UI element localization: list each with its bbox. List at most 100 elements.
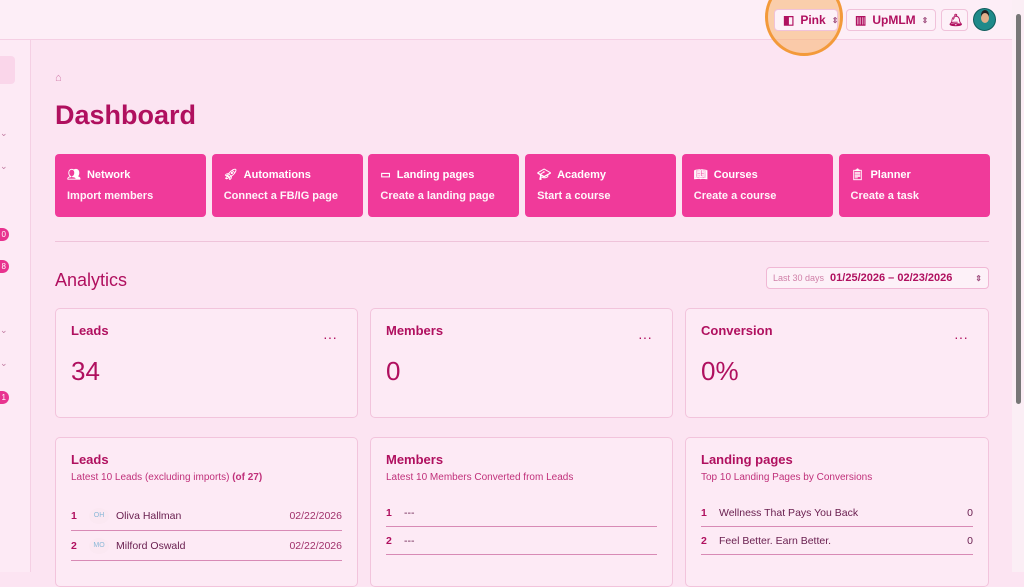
top-bar: [0, 0, 1012, 40]
sidebar-selected-item[interactable]: [0, 56, 15, 84]
conversions: 0: [967, 506, 973, 519]
rocket-icon: 🚀︎: [223, 169, 238, 181]
bell-icon: 🔔︎: [948, 13, 964, 27]
quick-action-title: Planner: [870, 168, 911, 181]
list-item: 2 ---: [386, 527, 657, 555]
monitor-icon: ▭: [380, 169, 391, 181]
chevron-down-icon[interactable]: ⌄: [0, 325, 8, 335]
landing-page-name: Wellness That Pays You Back: [719, 506, 859, 519]
analytics-title: Analytics: [55, 270, 128, 290]
chevron-down-icon[interactable]: ⌄: [0, 128, 8, 138]
quick-action-subtitle: Create a course: [693, 190, 777, 202]
list-item[interactable]: 1 OH Oliva Hallman 02/22/2026: [71, 501, 342, 531]
stat-label: Members: [386, 323, 444, 338]
book-icon: 📖︎: [693, 169, 708, 181]
card-title: Landing pages: [701, 452, 793, 467]
stat-value: 0: [386, 356, 401, 386]
range-label: Last 30 days: [773, 273, 825, 283]
rank: 1: [71, 509, 77, 522]
quick-action-subtitle: Create a landing page: [380, 190, 495, 202]
quick-action-planner[interactable]: 📋︎ Planner Create a task: [838, 154, 990, 217]
more-icon[interactable]: ···: [638, 329, 652, 345]
updown-icon: ⇕: [975, 273, 982, 283]
lead-name: Milford Oswald: [116, 539, 186, 552]
chevron-down-icon[interactable]: ⌄: [0, 161, 8, 171]
scrollbar-thumb[interactable]: [1016, 14, 1021, 404]
stat-card-conversion: Conversion ··· 0%: [685, 308, 989, 418]
rank: 2: [71, 539, 77, 552]
quick-action-subtitle: Connect a FB/IG page: [223, 190, 338, 202]
lead-date: 02/22/2026: [289, 509, 342, 522]
scrollbar[interactable]: [1012, 0, 1024, 572]
quick-action-title: Network: [86, 168, 131, 181]
list-item[interactable]: 2 MO Milford Oswald 02/22/2026: [71, 531, 342, 561]
quick-action-landing-pages[interactable]: ▭ Landing pages Create a landing page: [368, 154, 520, 217]
org-label: UpMLM: [872, 13, 916, 27]
quick-action-title: Academy: [557, 168, 606, 181]
quick-action-automations[interactable]: 🚀︎ Automations Connect a FB/IG page: [211, 154, 363, 217]
updown-icon: ⇕: [831, 15, 839, 25]
building-icon: ▥: [855, 13, 867, 27]
sidebar-badge: 8: [0, 260, 9, 273]
members-list-card: Members Latest 10 Members Converted from…: [370, 437, 673, 587]
quick-action-courses[interactable]: 📖︎ Courses Create a course: [681, 154, 833, 217]
chevron-down-icon[interactable]: ⌄: [0, 358, 8, 368]
theme-label: Pink: [800, 13, 826, 27]
users-icon: 👥︎: [67, 169, 81, 181]
card-title: Members: [386, 452, 444, 467]
quick-action-title: Courses: [713, 168, 758, 181]
sidebar-badge: 1: [0, 391, 9, 404]
conversions: 0: [967, 534, 973, 547]
list-item[interactable]: 1 Wellness That Pays You Back 0: [701, 499, 973, 527]
theme-selector[interactable]: ◧ Pink ⇕: [774, 9, 838, 31]
stat-card-leads: Leads ··· 34: [55, 308, 358, 418]
range-value: 01/25/2026 – 02/23/2026: [830, 272, 953, 284]
quick-action-subtitle: Create a task: [850, 190, 920, 202]
member-name: ---: [404, 534, 415, 547]
quick-action-subtitle: Start a course: [537, 190, 611, 202]
avatar[interactable]: [973, 8, 996, 31]
stat-value: 0%: [701, 356, 739, 386]
landing-page-name: Feel Better. Earn Better.: [719, 534, 832, 547]
divider: [55, 241, 989, 242]
list-item[interactable]: 2 Feel Better. Earn Better. 0: [701, 527, 973, 555]
sidebar-badge: 0: [0, 228, 9, 241]
palette-icon: ◧: [783, 13, 795, 27]
org-selector[interactable]: ▥ UpMLM ⇕: [846, 9, 936, 31]
page-title: Dashboard: [55, 100, 197, 130]
lead-date: 02/22/2026: [289, 539, 342, 552]
quick-action-title: Landing pages: [396, 168, 475, 181]
quick-action-title: Automations: [243, 168, 311, 181]
card-title: Leads: [71, 452, 109, 467]
card-subtitle: Latest 10 Leads (excluding imports) (of …: [71, 472, 342, 483]
card-subtitle: Latest 10 Members Converted from Leads: [386, 472, 574, 483]
notifications-button[interactable]: 🔔︎: [941, 9, 968, 31]
initials-avatar: OH: [89, 507, 109, 524]
stat-label: Leads: [71, 323, 109, 338]
stat-card-members: Members ··· 0: [370, 308, 673, 418]
subtitle-text: Latest 10 Leads (excluding imports): [71, 472, 230, 483]
updown-icon: ⇕: [921, 15, 929, 25]
leads-list-card: Leads Latest 10 Leads (excluding imports…: [55, 437, 358, 587]
sidebar: ⌄ ⌄ 0 8 ⌄ ⌄ 1: [0, 40, 31, 572]
date-range-picker[interactable]: Last 30 days 01/25/2026 – 02/23/2026 ⇕: [766, 267, 989, 289]
landing-pages-list-card: Landing pages Top 10 Landing Pages by Co…: [685, 437, 989, 587]
lead-name: Oliva Hallman: [116, 509, 182, 522]
member-name: ---: [404, 506, 415, 519]
stat-label: Conversion: [701, 323, 773, 338]
lead-count: (of 27): [232, 472, 263, 483]
rank: 1: [386, 506, 392, 519]
rank: 1: [701, 506, 707, 519]
rank: 2: [701, 534, 707, 547]
graduation-cap-icon: 🎓︎: [537, 169, 552, 181]
quick-action-network[interactable]: 👥︎ Network Import members: [55, 154, 206, 217]
quick-action-academy[interactable]: 🎓︎ Academy Start a course: [525, 154, 677, 217]
more-icon[interactable]: ···: [954, 329, 968, 345]
more-icon[interactable]: ···: [323, 329, 337, 345]
card-subtitle: Top 10 Landing Pages by Conversions: [701, 472, 873, 483]
home-icon[interactable]: ⌂: [55, 72, 62, 84]
rank: 2: [386, 534, 392, 547]
quick-action-subtitle: Import members: [67, 190, 154, 202]
initials-avatar: MO: [89, 537, 109, 554]
clipboard-icon: 📋︎: [850, 169, 865, 181]
